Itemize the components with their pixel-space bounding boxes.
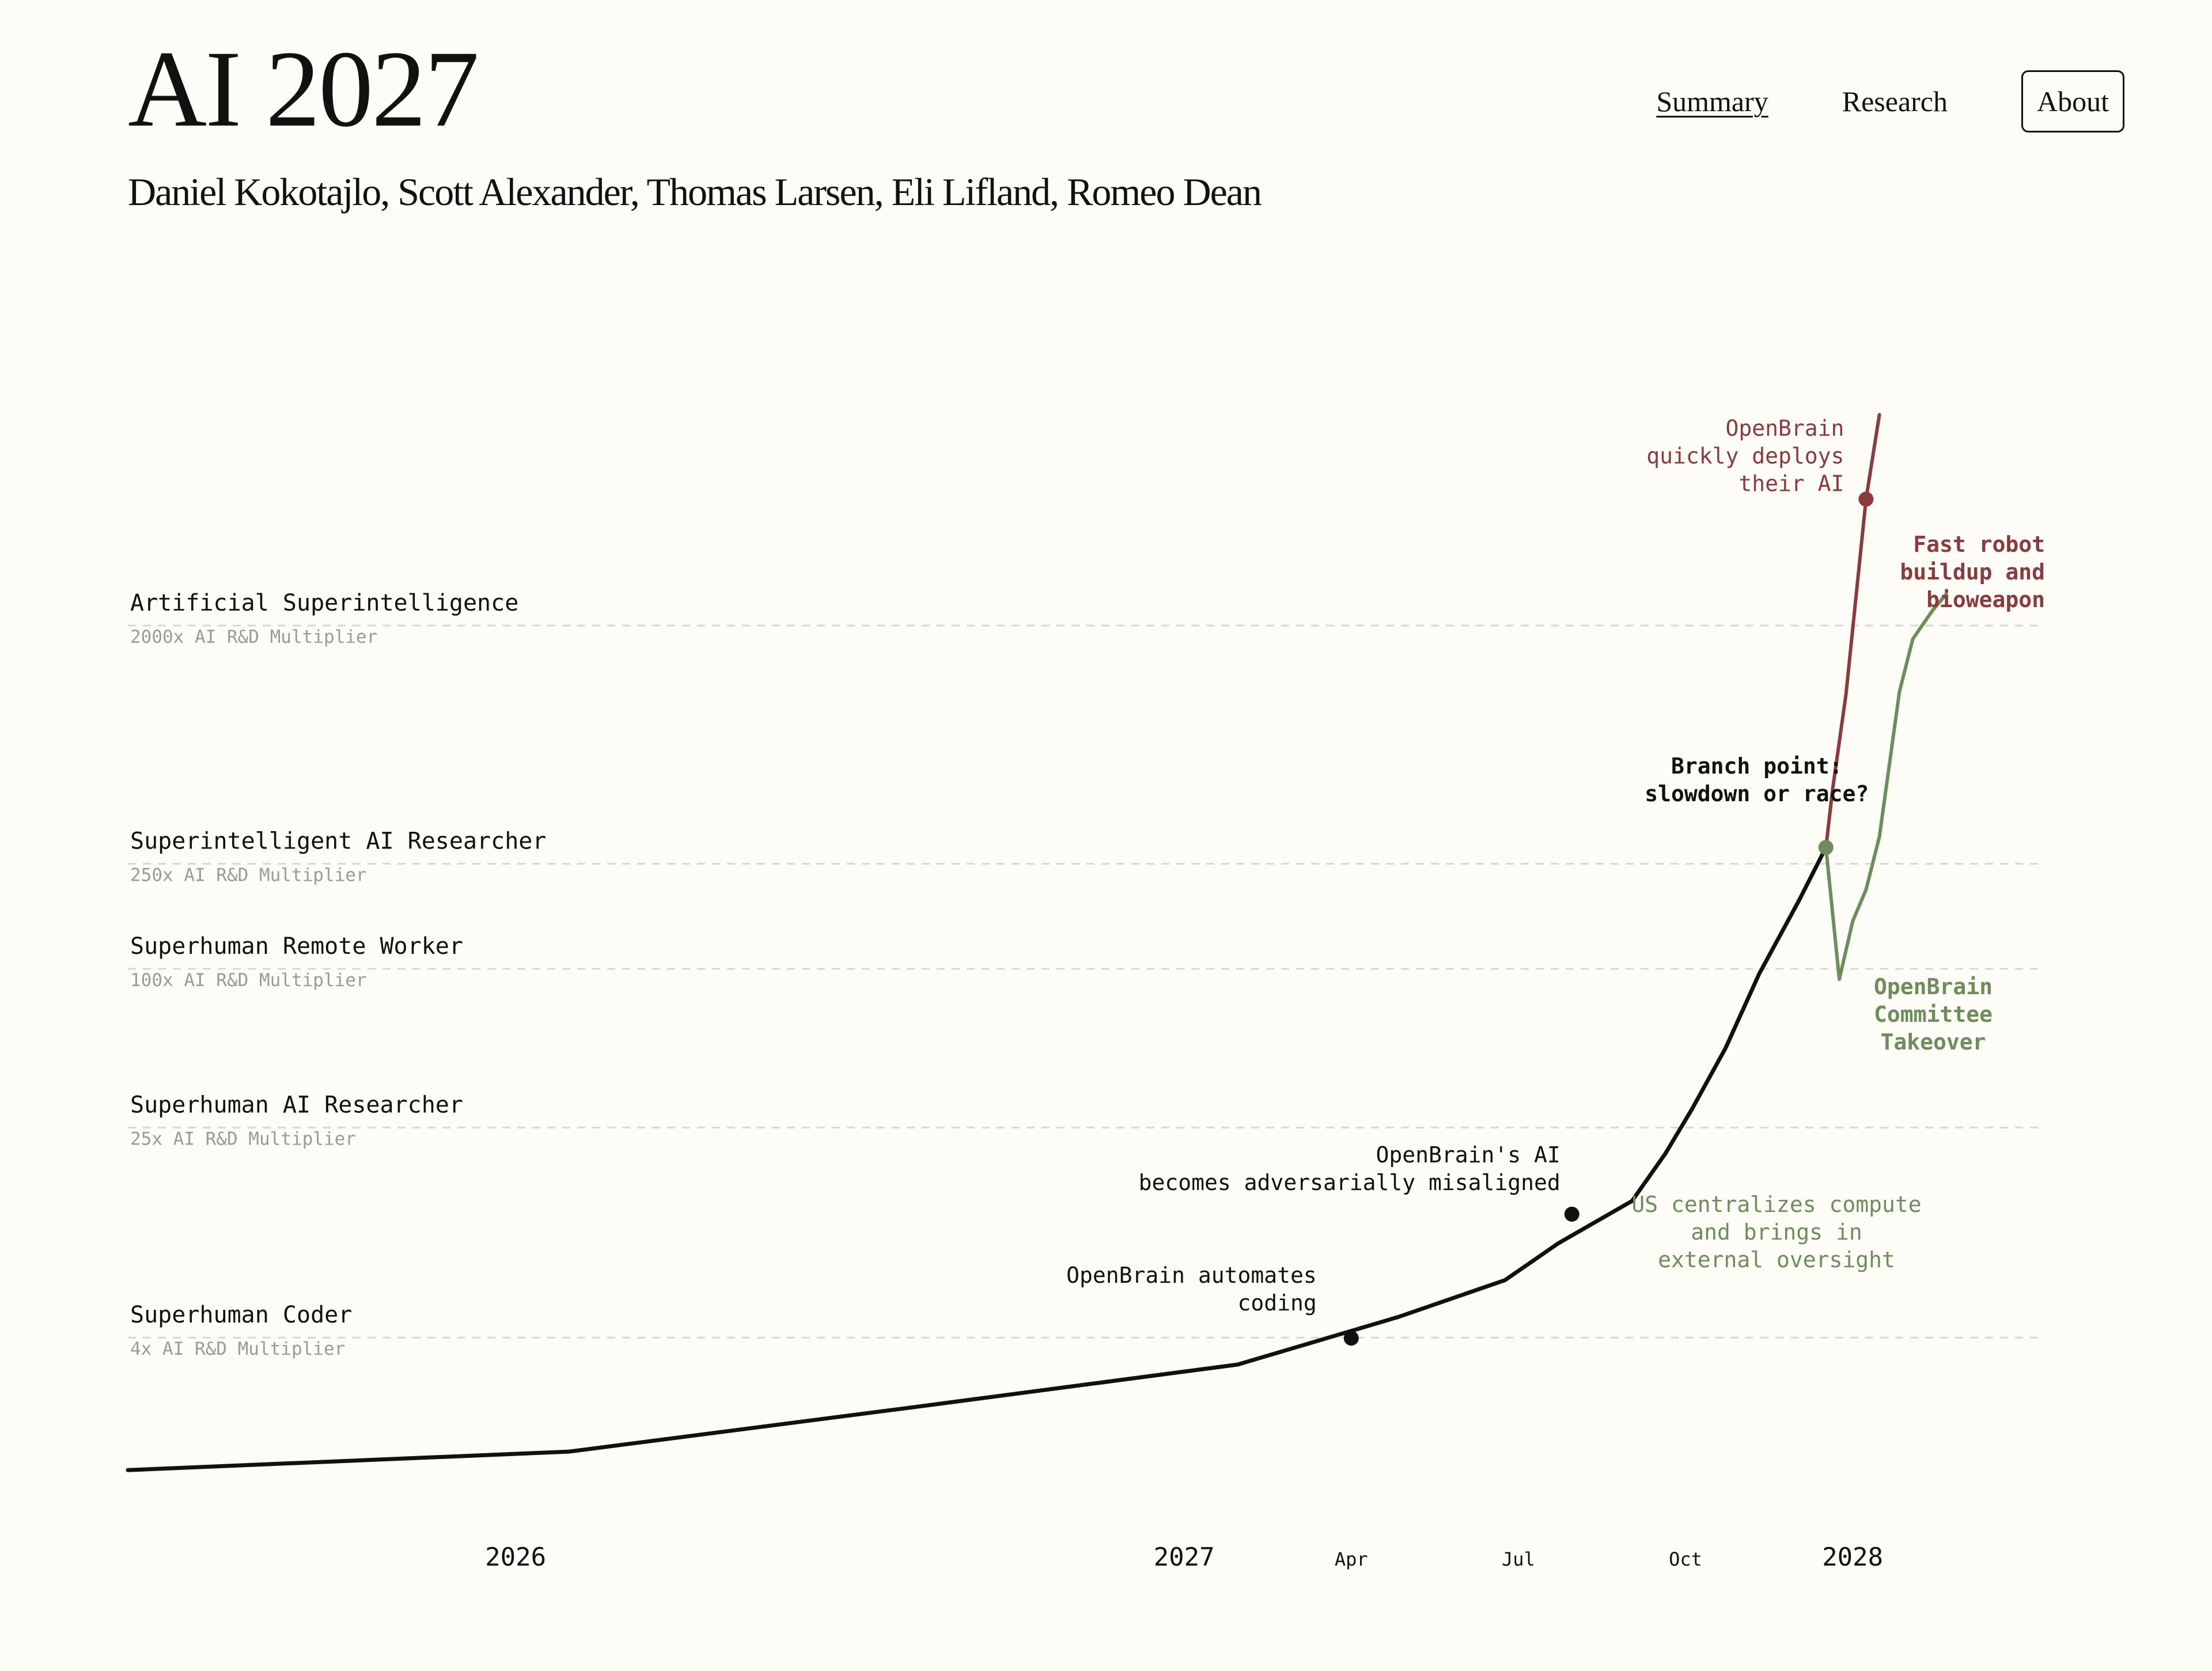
milestone-gridlines: [128, 624, 2045, 1339]
annotation-us-centralizes-compute-and-brings-in-external-oversight-line: US centralizes compute: [1631, 1192, 1921, 1217]
event-label-branch-point: Branch point: slowdown or race?: [1645, 753, 1869, 806]
trajectory-lines: [126, 413, 1948, 1472]
x-tick-2028: 2028: [1822, 1543, 1883, 1572]
event-dots: [1343, 491, 1874, 1346]
annotation-openbrain-committee-takeover-line: OpenBrain: [1874, 974, 1993, 999]
series-line-main: [126, 845, 1828, 1472]
milestone-multiplier-artificial-superintelligence: 2000x AI R&D Multiplier: [130, 627, 377, 647]
milestone-multiplier-superintelligent-ai-researcher: 250x AI R&D Multiplier: [130, 865, 367, 886]
milestone-multiplier-superhuman-ai-researcher: 25x AI R&D Multiplier: [130, 1129, 356, 1150]
annotation-us-centralizes-compute-and-brings-in-external-oversight-line: external oversight: [1658, 1247, 1895, 1272]
milestone-name-superhuman-coder: Superhuman Coder: [130, 1302, 352, 1328]
x-tick-apr: Apr: [1335, 1548, 1368, 1570]
nav-research-link[interactable]: Research: [1842, 85, 1948, 118]
event-dot-branch-point[interactable]: [1818, 840, 1834, 855]
annotation-fast-robot-buildup-and-bioweapon-line: bioweapon: [1926, 587, 2045, 612]
annotation-openbrain-committee-takeover-line: Committee: [1874, 1002, 1993, 1027]
milestone-name-artificial-superintelligence: Artificial Superintelligence: [130, 590, 518, 616]
x-tick-oct: Oct: [1669, 1548, 1702, 1570]
annotation-openbrain-committee-takeover: OpenBrain Committee Takeover: [1874, 974, 1993, 1055]
event-label-openbrain-line: OpenBrain: [1725, 416, 1844, 441]
event-label-openbrain-automates-line: OpenBrain automates: [1066, 1263, 1317, 1288]
event-label-openbrain-line: their AI: [1738, 471, 1844, 497]
event-label-openbrain-s-ai: OpenBrain's AI becomes adversarially misa…: [1139, 1142, 1560, 1195]
page-title: AI 2027: [128, 29, 479, 150]
series-line-race: [1824, 413, 1881, 850]
event-label-openbrain-automates: OpenBrain automates coding: [1066, 1263, 1317, 1316]
x-tick-2026: 2026: [485, 1543, 546, 1572]
event-label-branch-point-line: Branch point:: [1671, 753, 1842, 779]
event-dot-openbrain-s-ai[interactable]: [1564, 1206, 1580, 1222]
event-dot-openbrain-automates[interactable]: [1343, 1331, 1359, 1346]
x-axis: 2026 2027 Apr Jul Oct 2028: [485, 1543, 1883, 1572]
annotation-fast-robot-buildup-and-bioweapon: Fast robot buildup and bioweapon: [1900, 532, 2045, 612]
event-label-openbrain: OpenBrain quickly deploys their AI: [1646, 416, 1844, 497]
milestone-name-superhuman-ai-researcher: Superhuman AI Researcher: [130, 1092, 463, 1119]
annotation-us-centralizes-compute-and-brings-in-external-oversight: US centralizes compute and brings in exter…: [1631, 1192, 1921, 1272]
event-label-openbrain-s-ai-line: OpenBrain's AI: [1376, 1142, 1560, 1168]
milestone-name-superhuman-remote-worker: Superhuman Remote Worker: [130, 933, 463, 960]
top-nav: Summary Research About: [1582, 70, 2124, 132]
event-dot-openbrain[interactable]: [1858, 491, 1874, 507]
annotation-fast-robot-buildup-and-bioweapon-line: Fast robot: [1913, 532, 2045, 557]
event-label-branch-point-line: slowdown or race?: [1645, 781, 1869, 806]
milestone-name-superintelligent-ai-researcher: Superintelligent AI Researcher: [130, 828, 546, 855]
annotation-fast-robot-buildup-and-bioweapon-line: buildup and: [1900, 559, 2045, 585]
nav-summary-link[interactable]: Summary: [1656, 85, 1768, 118]
authors-line: Daniel Kokotajlo, Scott Alexander, Thoma…: [128, 170, 1262, 214]
annotation-openbrain-committee-takeover-line: Takeover: [1880, 1029, 1986, 1055]
series-line-slowdown: [1824, 592, 1948, 982]
milestone-multiplier-superhuman-remote-worker: 100x AI R&D Multiplier: [130, 970, 367, 991]
event-label-openbrain-s-ai-line: becomes adversarially misaligned: [1139, 1170, 1560, 1195]
event-label-openbrain-line: quickly deploys: [1646, 444, 1844, 469]
annotation-us-centralizes-compute-and-brings-in-external-oversight-line: and brings in: [1691, 1219, 1862, 1245]
x-tick-2027: 2027: [1154, 1543, 1215, 1572]
milestone-multiplier-superhuman-coder: 4x AI R&D Multiplier: [130, 1339, 345, 1359]
event-label-openbrain-automates-line: coding: [1237, 1290, 1316, 1316]
x-tick-jul: Jul: [1502, 1548, 1535, 1570]
nav-about-button[interactable]: About: [2021, 70, 2124, 132]
milestone-labels: Superhuman Coder 4x AI R&D Multiplier Supe…: [130, 590, 546, 1359]
